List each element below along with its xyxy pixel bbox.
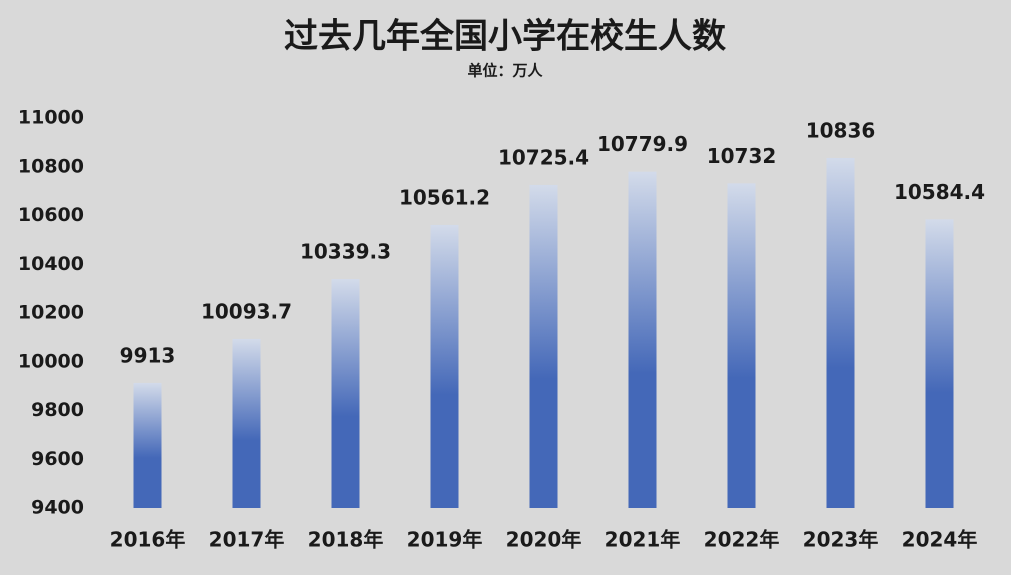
chart-subtitle: 单位：万人 bbox=[467, 62, 543, 80]
x-tick-label: 2017年 bbox=[209, 528, 285, 552]
y-tick-label: 10800 bbox=[18, 155, 84, 177]
y-tick-label: 10000 bbox=[18, 350, 84, 372]
data-label: 10725.4 bbox=[498, 145, 589, 169]
bar bbox=[232, 338, 261, 508]
x-tick-label: 2018年 bbox=[308, 528, 384, 552]
bar bbox=[826, 157, 855, 508]
chart-title: 过去几年全国小学在校生人数 bbox=[284, 17, 726, 57]
y-tick-label: 9600 bbox=[31, 448, 84, 470]
bar bbox=[727, 183, 756, 508]
x-tick-label: 2021年 bbox=[605, 528, 681, 552]
y-tick-label: 10600 bbox=[18, 204, 84, 226]
x-tick-label: 2019年 bbox=[407, 528, 483, 552]
data-label: 10339.3 bbox=[300, 240, 391, 264]
bar bbox=[331, 279, 360, 508]
bar bbox=[925, 219, 954, 509]
x-tick-label: 2020年 bbox=[506, 528, 582, 552]
y-tick-label: 9400 bbox=[31, 497, 84, 519]
x-tick-label: 2022年 bbox=[704, 528, 780, 552]
bar bbox=[430, 224, 459, 508]
data-label: 10561.2 bbox=[399, 185, 490, 209]
data-label: 10584.4 bbox=[894, 180, 985, 204]
y-tick-label: 11000 bbox=[18, 107, 84, 129]
x-tick-label: 2024年 bbox=[902, 528, 978, 552]
bar bbox=[133, 382, 162, 508]
data-label: 10836 bbox=[806, 118, 876, 142]
x-tick-label: 2023年 bbox=[803, 528, 879, 552]
y-tick-label: 9800 bbox=[31, 399, 84, 421]
bar bbox=[529, 184, 558, 508]
data-label: 9913 bbox=[120, 343, 176, 367]
data-label: 10093.7 bbox=[201, 299, 292, 323]
bar bbox=[628, 171, 657, 509]
y-tick-label: 10200 bbox=[18, 302, 84, 324]
data-label: 10732 bbox=[707, 144, 777, 168]
x-tick-label: 2016年 bbox=[110, 528, 186, 552]
y-tick-label: 10400 bbox=[18, 253, 84, 275]
data-label: 10779.9 bbox=[597, 132, 688, 156]
